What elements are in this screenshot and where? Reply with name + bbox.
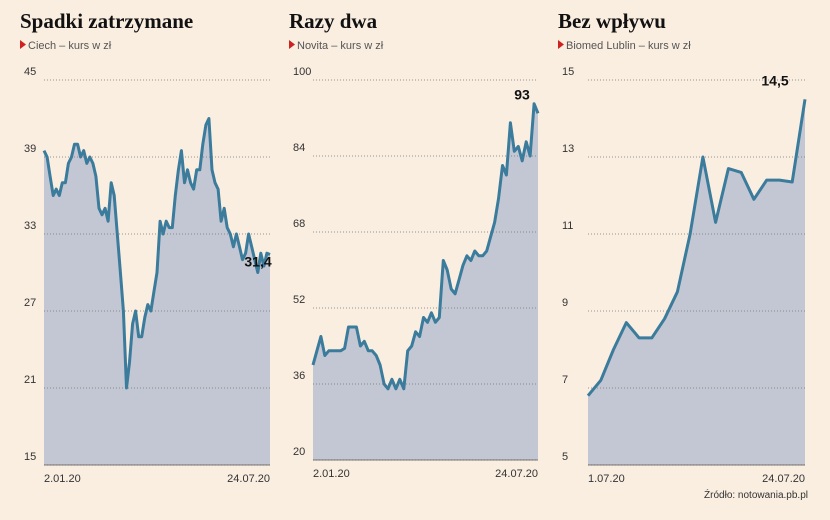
subtitle-marker (20, 40, 26, 49)
subtitle: Biomed Lublin – kurs w zł (566, 40, 691, 52)
subtitle: Novita – kurs w zł (297, 40, 384, 52)
y-tick-label: 13 (562, 143, 574, 155)
y-tick-label: 27 (24, 297, 36, 309)
y-tick-label: 36 (293, 370, 305, 382)
subtitle-marker (289, 40, 295, 49)
area (44, 118, 270, 465)
x-tick-label: 1.07.20 (588, 473, 625, 485)
y-tick-label: 100 (293, 66, 311, 78)
x-tick-label: 24.07.20 (762, 473, 805, 485)
x-tick-label: 2.01.20 (313, 468, 350, 480)
line (42, 117, 271, 390)
data-label: 93 (514, 86, 530, 102)
data-label: 14,5 (761, 72, 788, 88)
line (311, 102, 540, 391)
source: Źródło: notowania.pb.pl (704, 488, 808, 501)
y-tick-label: 45 (24, 66, 36, 78)
subtitle-marker (558, 40, 564, 49)
y-tick-label: 52 (293, 294, 305, 306)
x-tick-label: 24.07.20 (495, 468, 538, 480)
y-tick-label: 84 (293, 142, 305, 154)
y-tick-label: 5 (562, 451, 568, 463)
y-tick-label: 15 (24, 451, 36, 463)
chart-title: Bez wpływu (558, 9, 666, 33)
y-tick-label: 11 (562, 220, 573, 232)
y-tick-label: 68 (293, 218, 305, 230)
line (586, 99, 807, 397)
y-tick-label: 21 (24, 374, 36, 386)
x-tick-label: 24.07.20 (227, 473, 270, 485)
subtitle: Ciech – kurs w zł (28, 40, 112, 52)
y-tick-label: 39 (24, 143, 36, 155)
y-tick-label: 9 (562, 297, 568, 309)
chart-title: Spadki zatrzymane (20, 9, 193, 33)
chart-title: Razy dwa (289, 9, 378, 33)
area (588, 99, 805, 466)
y-tick-label: 15 (562, 66, 574, 78)
data-label: 31,4 (244, 254, 271, 270)
area (313, 103, 538, 461)
y-tick-label: 33 (24, 220, 36, 232)
y-tick-label: 20 (293, 446, 305, 458)
y-tick-label: 7 (562, 374, 568, 386)
x-tick-label: 2.01.20 (44, 473, 81, 485)
